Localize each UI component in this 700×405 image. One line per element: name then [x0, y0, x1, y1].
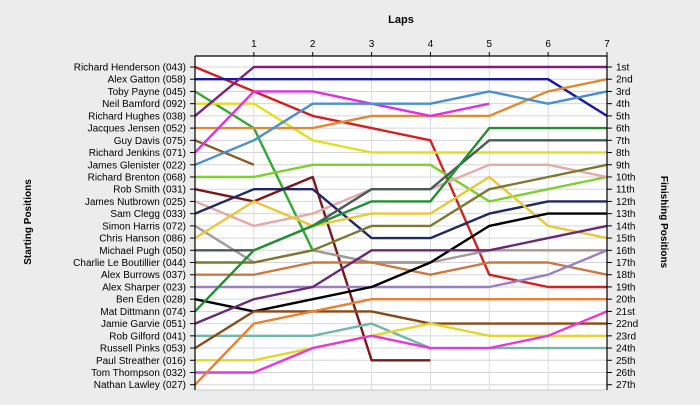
finish-position-label: 2nd	[616, 75, 633, 86]
finish-position-label: 13th	[616, 209, 635, 220]
series-line	[195, 102, 607, 154]
series-start-label: Richard Brenton (068)	[88, 172, 186, 183]
series-start-label: Guy Davis (075)	[114, 136, 186, 147]
series-start-label: Alex Burrows (037)	[101, 270, 186, 281]
series-start-label: Toby Payne (045)	[108, 87, 186, 98]
series-line	[194, 187, 607, 240]
finish-position-label: 20th	[616, 295, 635, 306]
series-start-label: Alex Gatton (058)	[108, 75, 186, 86]
axes	[194, 55, 608, 390]
finish-position-label: 21st	[616, 307, 635, 318]
series-start-label: Ben Eden (028)	[116, 295, 186, 306]
finish-position-label: 26th	[616, 368, 635, 379]
x-tick-label: 5	[487, 39, 493, 50]
finish-position-label: 6th	[616, 124, 630, 135]
series-lines	[194, 65, 608, 386]
series-start-label: Rob Smith (031)	[113, 185, 186, 196]
series-start-label: Simon Harris (072)	[102, 221, 186, 232]
series-start-label: Paul Streather (016)	[96, 356, 186, 367]
series-line	[194, 90, 490, 154]
finish-position-label: 19th	[616, 282, 635, 293]
series-line	[195, 322, 607, 350]
series-start-label: Charlie Le Boutillier (044)	[73, 258, 186, 269]
series-line	[194, 65, 607, 289]
series-start-label: Nathan Lawley (027)	[94, 380, 186, 391]
series-line	[195, 249, 608, 289]
finish-position-label: 11th	[616, 185, 635, 196]
finish-position-label: 24th	[616, 344, 635, 355]
series-line	[195, 261, 608, 276]
finish-position-label: 12th	[616, 197, 635, 208]
y-axis-left-label: Starting Positions	[23, 179, 34, 265]
series-line	[195, 310, 608, 374]
finish-position-label: 25th	[616, 356, 635, 367]
x-tick-label: 3	[369, 39, 375, 50]
finish-position-label: 4th	[616, 99, 630, 110]
series-line	[195, 163, 608, 264]
series-start-label: Russell Pinks (053)	[100, 344, 186, 355]
finish-position-label: 9th	[616, 160, 630, 171]
series-start-label: Jamie Garvie (051)	[101, 319, 186, 330]
chart-title: Laps	[388, 14, 414, 26]
finish-position-label: 15th	[616, 234, 635, 245]
series-start-label: Chris Hanson (086)	[99, 234, 186, 245]
series-start-label: James Glenister (022)	[88, 160, 186, 171]
starting-position-labels: Richard Henderson (043)Alex Gatton (058)…	[73, 63, 195, 391]
x-tick-label: 2	[310, 39, 316, 50]
series-start-label: Tom Thompson (032)	[91, 368, 186, 379]
series-line	[195, 77, 608, 117]
finish-position-label: 22nd	[616, 319, 638, 330]
series-start-label: Michael Pugh (050)	[99, 246, 186, 257]
series-start-label: James Nutbrown (025)	[85, 197, 186, 208]
series-line	[194, 90, 608, 166]
finishing-position-labels: 1st2nd3rd4th5th6th7th8th9th10th11th12th1…	[607, 63, 638, 391]
series-start-label: Sam Clegg (033)	[110, 209, 186, 220]
x-tick-label: 4	[428, 39, 434, 50]
finish-position-label: 10th	[616, 172, 635, 183]
x-tick-label: 6	[545, 39, 551, 50]
finish-position-label: 17th	[616, 258, 635, 269]
finish-position-label: 27th	[616, 380, 635, 391]
finish-position-label: 14th	[616, 221, 635, 232]
series-line	[195, 163, 608, 203]
series-start-label: Richard Hughes (038)	[88, 111, 186, 122]
x-tick-label: 7	[604, 39, 610, 50]
series-line	[195, 78, 608, 130]
finish-position-label: 16th	[616, 246, 635, 257]
series-line	[194, 298, 607, 386]
series-start-label: Richard Jenkins (071)	[89, 148, 186, 159]
series-start-label: Neil Bamford (092)	[102, 99, 186, 110]
x-tick-labels: 1 2 3 4 5 6 7	[251, 39, 610, 56]
y-axis-right-label: Finishing Positions	[658, 176, 669, 269]
series-start-label: Rob Gilford (041)	[109, 331, 186, 342]
x-tick-label: 1	[251, 39, 257, 50]
series-line	[194, 175, 608, 240]
finish-position-label: 1st	[616, 63, 630, 74]
series-line	[194, 126, 607, 313]
series-line	[194, 310, 607, 350]
series-line	[195, 322, 607, 362]
finish-position-label: 7th	[616, 136, 630, 147]
finish-position-label: 3rd	[616, 87, 630, 98]
finish-position-label: 5th	[616, 111, 630, 122]
finish-position-label: 18th	[616, 270, 635, 281]
series-start-label: Richard Henderson (043)	[74, 63, 186, 74]
series-line	[194, 224, 608, 325]
finish-position-label: 8th	[616, 148, 630, 159]
series-start-label: Mat Dittmann (074)	[100, 307, 186, 318]
series-line	[194, 65, 607, 117]
series-start-label: Alex Sharper (023)	[102, 282, 186, 293]
series-start-label: Jacques Jensen (052)	[88, 124, 186, 135]
finish-position-label: 23rd	[616, 331, 636, 342]
series-line	[194, 212, 607, 313]
